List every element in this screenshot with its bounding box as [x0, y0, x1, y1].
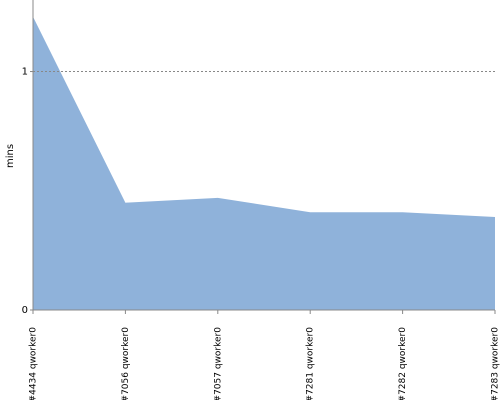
y-tick-label: 0 — [22, 305, 28, 316]
area — [33, 16, 495, 310]
x-tick-label: #7282 qworker0 — [398, 327, 408, 400]
y-axis-label: mins — [5, 144, 16, 168]
x-tick-label: #7283 qworker0 — [491, 327, 500, 400]
x-tick-label: #7281 qworker0 — [306, 327, 316, 400]
x-tick-label: #7057 qworker0 — [213, 327, 223, 400]
x-tick-label: #7056 qworker0 — [121, 327, 131, 400]
x-tick-label: #4434 qworker0 — [29, 327, 39, 400]
y-tick-label: 1 — [22, 67, 28, 78]
